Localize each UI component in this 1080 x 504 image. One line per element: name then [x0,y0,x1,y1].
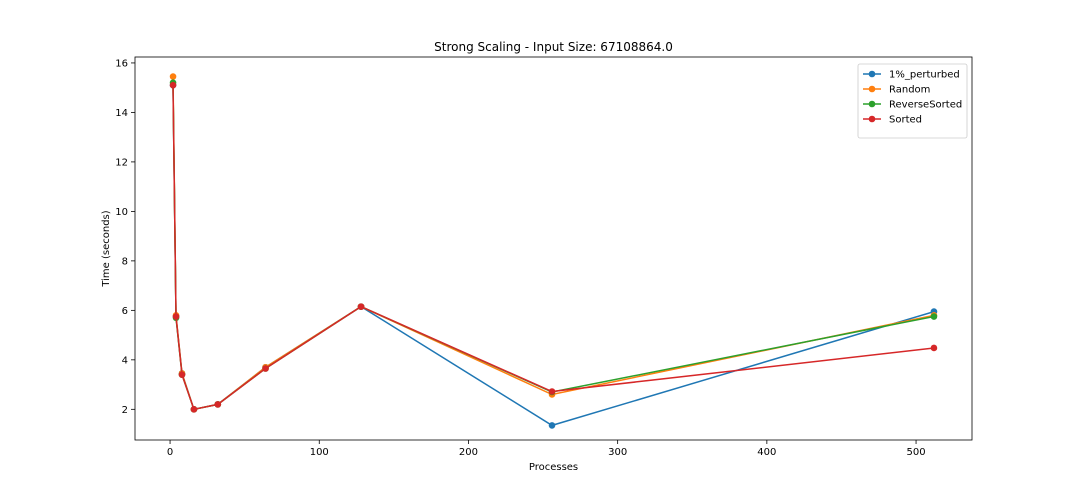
y-tick-label: 10 [115,207,128,218]
legend-label: ReverseSorted [889,100,962,111]
y-axis-title: Time (seconds) [101,210,112,287]
y-tick-label: 4 [122,355,128,366]
x-tick-label: 400 [757,447,776,458]
plot-area: 0 100 200 300 400 500 2 4 6 8 10 12 14 16 [115,56,973,458]
x-tick-label: 100 [310,447,329,458]
data-point-sorted [548,388,556,395]
data-point-sorted [169,81,177,89]
y-tick-label: 6 [122,306,128,317]
legend-frame [857,63,968,139]
data-point-sorted [214,401,222,408]
legend-marker [868,100,876,108]
series-line-random [172,76,935,411]
legend-label: Sorted [889,115,922,126]
legend-marker [868,115,876,123]
y-tick-label: 8 [122,256,128,267]
data-point-sorted [357,303,365,310]
plot-frame [134,56,973,441]
data-point-sorted [172,313,180,320]
y-tick-label: 2 [122,405,128,416]
x-axis-title: Processes [529,462,578,473]
x-tick-label: 200 [459,447,478,458]
data-point-sorted [930,344,938,352]
legend-label: Random [889,85,930,96]
x-tick-label: 0 [167,447,173,458]
series-1-perturbed [169,81,938,429]
legend-label: 1%_perturbed [889,70,960,81]
legend-marker [868,70,876,78]
data-point-sorted [262,365,269,372]
series-line-1-perturbed [172,85,935,427]
x-tick-label: 300 [608,447,627,458]
series-sorted [169,81,938,413]
series-random [169,73,938,413]
series-line-sorted [172,85,935,411]
legend: 1%_perturbed Random ReverseSorted Sorted [857,63,968,139]
data-point-random [169,73,177,80]
y-tick-label: 12 [115,157,128,168]
chart-title: Strong Scaling - Input Size: 67108864.0 [434,40,673,54]
x-tick-label: 500 [907,447,926,458]
data-point-reversesorted [930,313,938,320]
series-reversesorted [169,79,938,413]
data-point-sorted [190,406,198,413]
y-tick-label: 16 [115,58,128,69]
y-tick-label: 14 [115,108,128,119]
legend-marker [868,85,876,93]
data-point-1-perturbed [548,422,556,429]
data-point-sorted [178,371,186,378]
series-layer [169,73,938,429]
